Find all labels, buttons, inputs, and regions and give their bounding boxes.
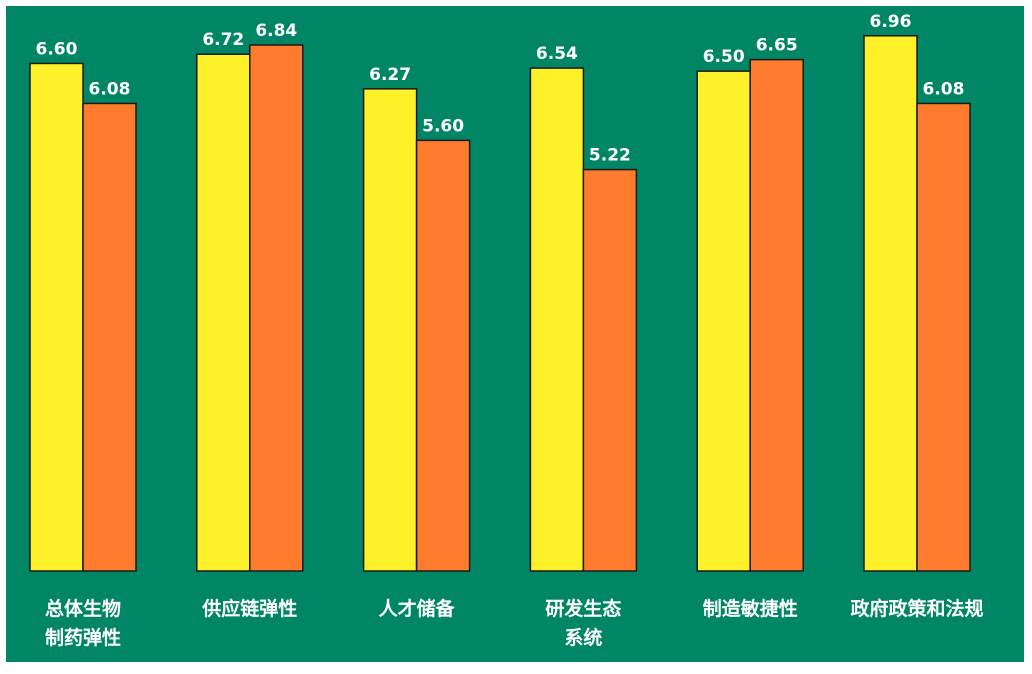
value-label-series-2-cat-5: 6.65 (756, 36, 798, 56)
bar-chart: 6.60 6.08 6.72 6.84 6.27 5.60 6.54 5.22 6.50 6.65… (29, 12, 984, 649)
bar-series-1-cat-4 (529, 67, 585, 572)
category-label-1-line-1: 总体生物 (45, 597, 121, 620)
bars-layer (29, 35, 971, 572)
value-label-series-2-cat-2: 6.84 (255, 21, 297, 41)
value-label-series-1-cat-6: 6.96 (870, 12, 912, 32)
category-label-1-line-2: 制药弹性 (45, 626, 121, 649)
value-label-series-1-cat-5: 6.50 (703, 47, 745, 67)
bar-series-1-cat-5 (696, 70, 751, 572)
value-label-series-1-cat-4: 6.54 (536, 44, 578, 64)
value-labels-layer: 6.60 6.08 6.72 6.84 6.27 5.60 6.54 5.22 6.50 6.65… (36, 12, 965, 166)
category-label-5: 制造敏捷性 (703, 597, 798, 620)
bar-series-2-cat-5 (749, 58, 804, 572)
bar-series-1-cat-3 (362, 88, 418, 572)
bar-series-1-cat-6 (863, 35, 918, 572)
bar-series-2-cat-6 (916, 102, 971, 572)
value-label-series-2-cat-1: 6.08 (89, 79, 131, 99)
value-label-series-2-cat-4: 5.22 (589, 146, 631, 166)
category-label-4-line-1: 研发生态 (545, 597, 621, 620)
category-label-6: 政府政策和法规 (850, 597, 983, 620)
value-label-series-1-cat-3: 6.27 (369, 65, 411, 85)
value-label-series-2-cat-3: 5.60 (422, 116, 464, 136)
bar-series-2-cat-4 (582, 168, 638, 572)
value-label-series-1-cat-2: 6.72 (202, 30, 244, 50)
bar-series-2-cat-1 (82, 102, 137, 572)
value-label-series-1-cat-1: 6.60 (36, 39, 78, 59)
category-label-3: 人才储备 (379, 597, 456, 620)
bar-series-2-cat-2 (249, 44, 304, 572)
bar-series-2-cat-3 (415, 139, 471, 572)
chart-panel: 6.60 6.08 6.72 6.84 6.27 5.60 6.54 5.22 6.50 6.65… (6, 6, 1024, 662)
category-label-2: 供应链弹性 (201, 597, 297, 620)
value-label-series-2-cat-6: 6.08 (923, 79, 965, 99)
bar-series-1-cat-1 (29, 62, 84, 572)
bar-series-1-cat-2 (196, 53, 251, 572)
category-label-4-line-2: 系统 (564, 626, 602, 649)
